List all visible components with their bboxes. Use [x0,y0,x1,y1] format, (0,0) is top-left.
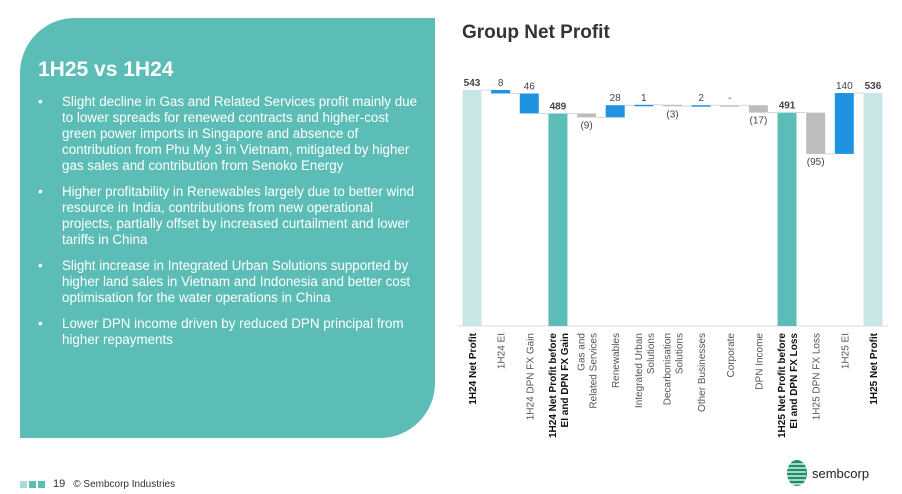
category-label: 1H25 EI [840,333,851,369]
bar-3 [548,113,568,327]
category-label: Gas and [577,333,588,371]
bar-5 [605,105,625,118]
data-label: (3) [666,109,678,120]
bar-10 [748,105,768,113]
panel-title: 1H25 vs 1H24 [38,58,174,81]
bullet-text: Lower DPN income driven by reduced DPN p… [62,316,404,347]
bullet-item: • Slight decline in Gas and Related Servi… [34,94,419,174]
bar-9 [720,105,740,107]
bullet-icon: • [38,258,43,273]
category-label: 1H24 Net Profit [468,332,479,404]
category-label: Solutions [646,333,657,374]
copyright: © Sembcorp Industries [73,478,176,490]
footer-square-icon [29,480,36,488]
bullet-text: Slight increase in Integrated Urban Solu… [62,258,411,305]
logo-icon [784,460,807,486]
category-label: 1H24 Net Profit before [548,333,559,438]
data-label: 536 [865,81,882,92]
category-label: EI and DPN FX Loss [789,333,800,429]
bullet-item: • Lower DPN income driven by reduced DPN … [34,316,419,348]
bullet-item: • Slight increase in Integrated Urban Sol… [34,258,419,306]
data-label: 543 [464,78,481,89]
data-label: 489 [550,101,567,112]
bar-14 [863,93,883,326]
page-number: 19 [53,478,66,490]
bar-13 [834,93,854,154]
bullet-icon: • [38,94,43,109]
bar-12 [806,112,826,154]
data-label: - [728,93,731,104]
summary-panel: 1H25 vs 1H24 • Slight decline in Gas and … [20,18,435,438]
logo-text: sembcorp [812,465,870,481]
bullet-item: • Higher profitability in Renewables larg… [34,184,419,248]
bar-1 [491,90,511,94]
category-label: DPN Income [754,333,765,390]
category-label: Renewables [611,333,622,388]
data-label: 8 [498,78,504,89]
footer: 19 © Sembcorp Industries [20,478,175,490]
bar-0 [462,90,482,326]
sembcorp-logo: sembcorp [782,458,869,488]
category-label: 1H25 DPN FX Loss [812,333,823,420]
bullet-icon: • [38,184,43,199]
data-label: (17) [750,116,768,127]
bullet-text: Higher profitability in Renewables large… [62,184,415,247]
bar-2 [519,93,539,114]
bar-4 [577,113,597,118]
category-label: Corporate [726,333,737,378]
category-label: Other Businesses [697,333,708,412]
bar-6 [634,104,654,107]
bar-8 [691,105,711,107]
category-label: 1H24 DPN FX Gain [525,333,536,420]
category-label: Decarbonisation [662,333,673,405]
data-label: 491 [779,101,796,112]
category-label: Related Services [589,333,600,409]
data-label: (9) [580,120,592,131]
data-label: (95) [807,157,825,168]
category-label: 1H25 Net Profit [869,332,880,404]
data-label: 2 [698,93,704,104]
data-label: 28 [610,93,622,104]
bar-11 [777,112,797,326]
category-label: 1H25 Net Profit before [777,333,788,438]
bullet-list: • Slight decline in Gas and Related Servi… [34,94,419,358]
category-label: Solutions [674,333,685,374]
bar-7 [662,104,682,107]
data-label: 140 [836,81,853,92]
chart-title: Group Net Profit [462,22,610,43]
data-label: 1 [641,93,647,104]
footer-square-icon [20,480,27,488]
category-label: 1H24 EI [497,333,508,369]
category-label: EI and DPN FX Gain [560,333,571,427]
bullet-icon: • [38,316,43,331]
footer-square-icon [38,480,45,488]
bullet-text: Slight decline in Gas and Related Servic… [62,94,418,173]
data-label: 46 [524,81,536,92]
category-label: Integrated Urban [634,333,645,408]
